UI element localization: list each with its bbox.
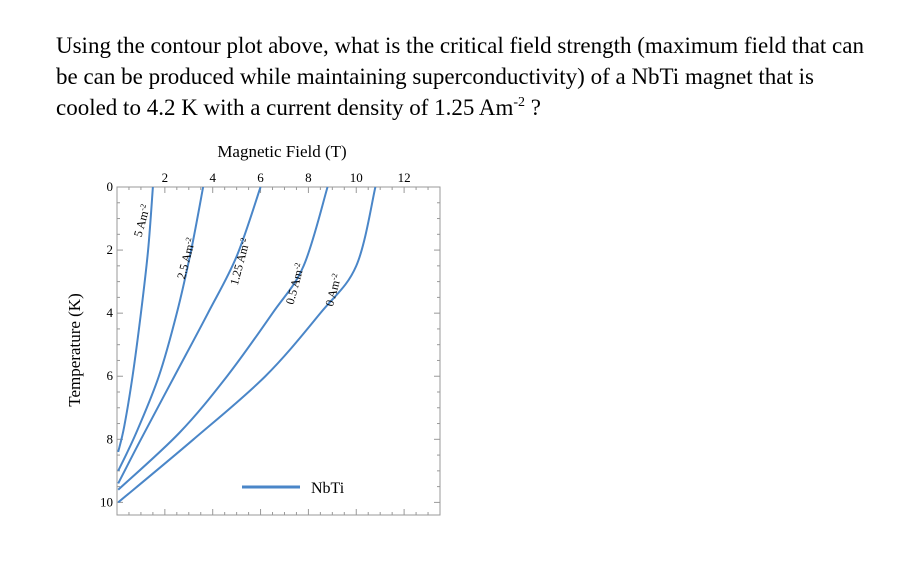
x-tick-marks [128, 187, 429, 515]
x-tick-label: 12 [398, 170, 411, 185]
legend-label: NbTi [311, 480, 345, 497]
contour-label: 1.25 Am-2 [227, 237, 253, 287]
contour-line-3 [117, 186, 329, 491]
contour-line-0 [117, 186, 154, 453]
y-tick-label: 2 [107, 242, 114, 257]
contour-label: 5 Am-2 [131, 203, 153, 239]
y-tick-label: 10 [100, 494, 113, 509]
y-tick-label: 8 [107, 431, 114, 446]
y-tick-label: 4 [107, 305, 114, 320]
x-tick-label: 4 [209, 170, 216, 185]
legend: NbTi [242, 480, 345, 497]
contour-label-text: 0 Am [322, 278, 343, 308]
question-text-end: ? [525, 95, 542, 120]
x-tick-label: 2 [162, 170, 169, 185]
contour-curves [117, 186, 377, 504]
x-tick-labels: 2 4 6 8 10 12 [162, 170, 411, 185]
contour-label-exponent: -2 [138, 203, 148, 212]
y-axis-title: Temperature (K) [65, 293, 84, 407]
question-text: Using the contour plot above, what is th… [56, 30, 876, 123]
contour-label-text: 0.5 Am [283, 267, 306, 305]
contour-label: 0 Am-2 [322, 272, 344, 308]
question-exponent: -2 [513, 95, 526, 110]
contour-label-text: 2.5 Am [174, 242, 197, 280]
y-tick-label: 0 [107, 179, 114, 194]
question-text-main: Using the contour plot above, what is th… [56, 33, 864, 120]
contour-label-exponent: -2 [292, 262, 302, 271]
contour-label-exponent: -2 [329, 272, 339, 281]
contour-line-4 [117, 186, 377, 504]
contour-line-2 [117, 186, 262, 484]
contour-label-exponent: -2 [183, 236, 193, 245]
x-tick-label: 10 [350, 170, 363, 185]
x-axis-title: Magnetic Field (T) [217, 142, 346, 161]
y-tick-marks [117, 186, 440, 503]
plot-frame [116, 186, 441, 516]
contour-label-exponent: -2 [238, 237, 248, 246]
contour-label-text: 1.25 Am [227, 242, 251, 286]
y-tick-labels: 0 2 4 6 8 10 [100, 179, 114, 509]
y-tick-label: 6 [107, 368, 114, 383]
contour-labels: 5 Am-22.5 Am-21.25 Am-20.5 Am-20 Am-2 [131, 203, 344, 308]
x-tick-label: 6 [257, 170, 264, 185]
contour-line-1 [117, 186, 205, 472]
contour-label-text: 5 Am [131, 209, 152, 239]
x-tick-label: 8 [305, 170, 312, 185]
contour-label: 2.5 Am-2 [174, 236, 198, 280]
